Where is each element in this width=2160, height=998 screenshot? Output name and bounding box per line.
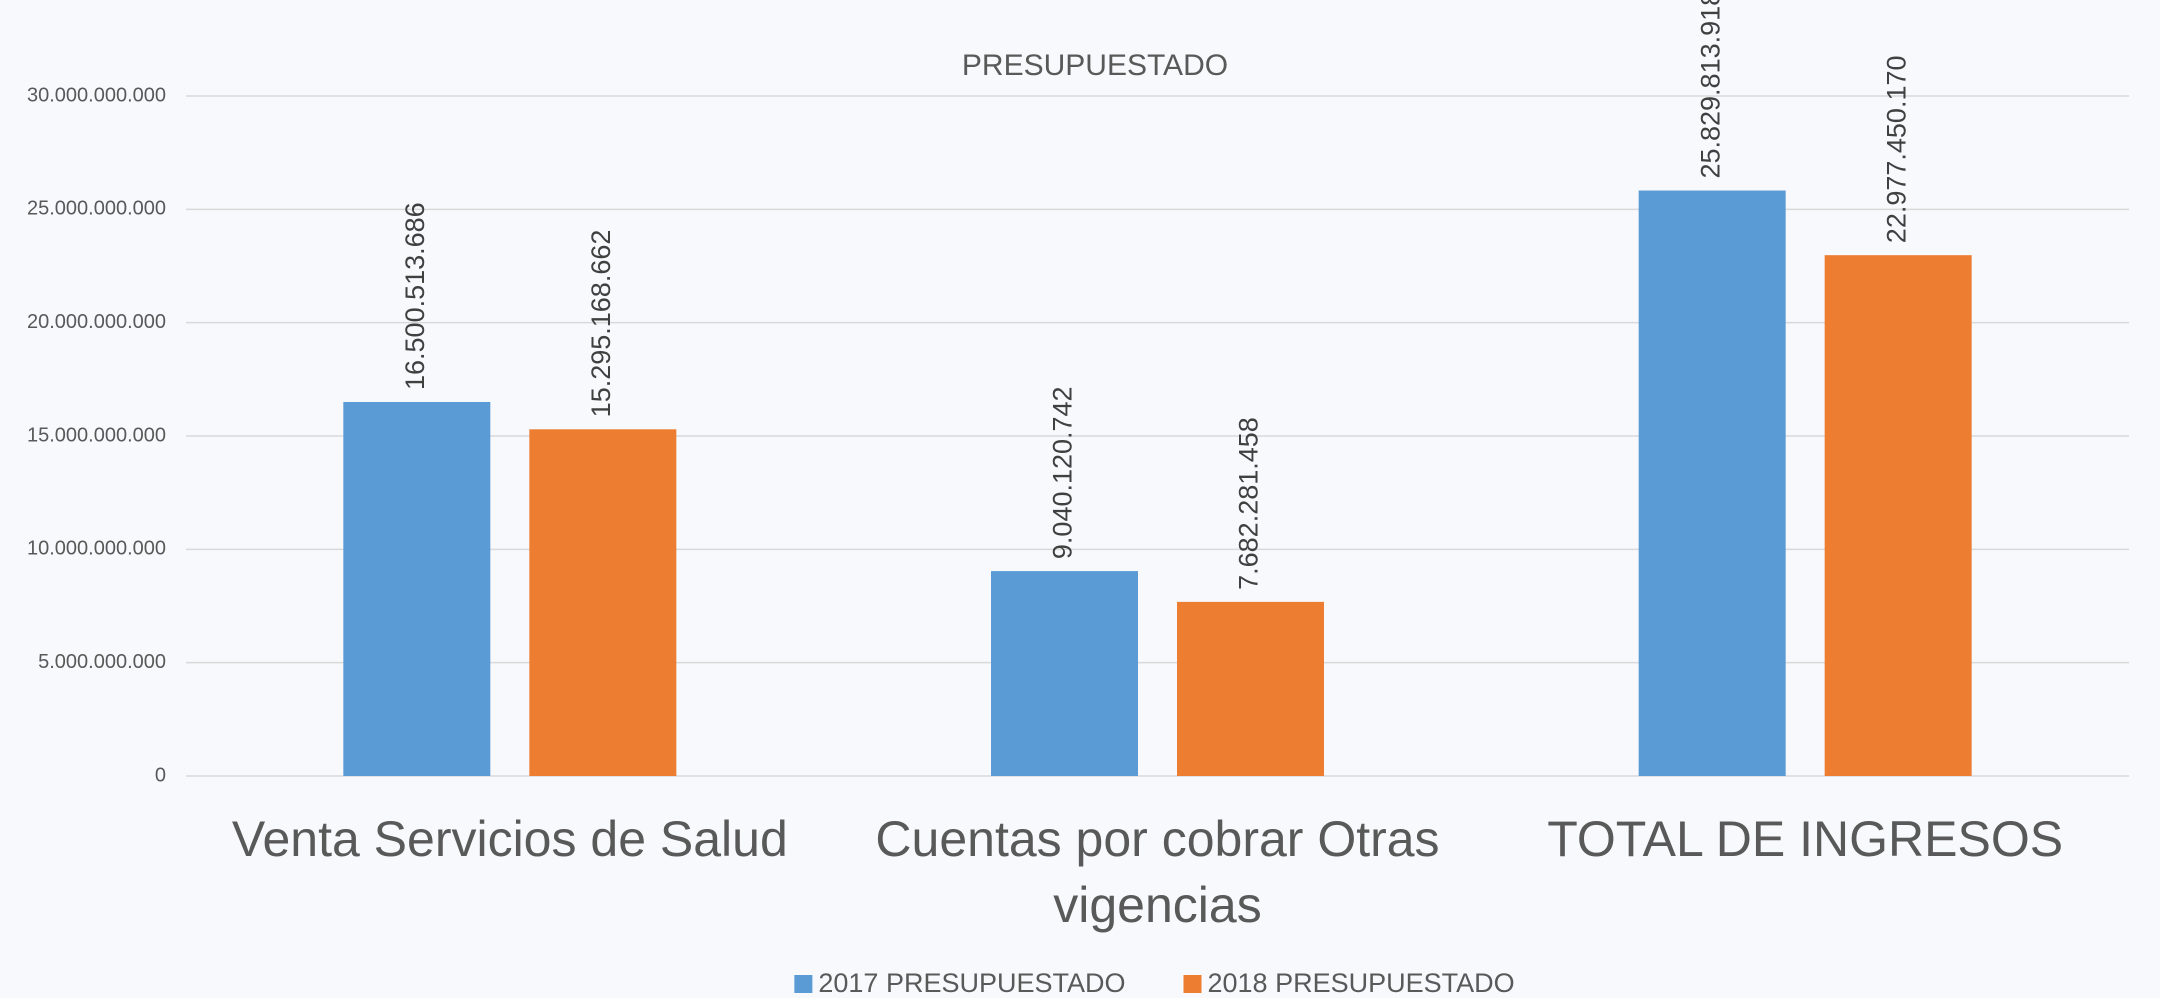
- y-tick-label: 25.000.000.000: [27, 198, 166, 220]
- x-tick-label: TOTAL DE INGRESOS: [1547, 811, 2063, 867]
- bar: [343, 401, 491, 776]
- x-tick-label: Cuentas por cobrar Otras vigencias: [875, 811, 1439, 933]
- legend-swatch: [794, 975, 813, 993]
- legend-label: 2018 PRESUPUESTADO: [1208, 968, 1515, 998]
- bar: [1638, 190, 1786, 776]
- legend: 2017 PRESUPUESTADO 2018 PRESUPUESTADO: [794, 968, 1515, 998]
- data-label: 16.500.513.686: [400, 202, 430, 390]
- legend-label: 2017 PRESUPUESTADO: [818, 968, 1125, 998]
- bar: [1177, 601, 1324, 776]
- y-tick-label: 10.000.000.000: [27, 538, 166, 560]
- bar: [991, 571, 1138, 776]
- y-tick-label: 30.000.000.000: [27, 84, 166, 106]
- data-label: 22.977.450.170: [1881, 55, 1911, 243]
- data-label: 9.040.120.742: [1048, 386, 1078, 559]
- y-tick-label: 0: [155, 764, 166, 786]
- bar: [529, 429, 677, 776]
- data-label: 7.682.281.458: [1234, 417, 1264, 590]
- bar: [1824, 255, 1972, 776]
- x-tick-label: Venta Servicios de Salud: [232, 811, 788, 867]
- legend-swatch: [1183, 975, 1202, 993]
- y-tick-label: 5.000.000.000: [38, 651, 166, 673]
- chart-title: PRESUPUESTADO: [962, 49, 1228, 82]
- y-tick-label: 15.000.000.000: [27, 424, 166, 446]
- y-tick-label: 20.000.000.000: [27, 311, 166, 333]
- data-label: 15.295.168.662: [586, 230, 616, 418]
- data-label: 25.829.813.918: [1695, 0, 1725, 179]
